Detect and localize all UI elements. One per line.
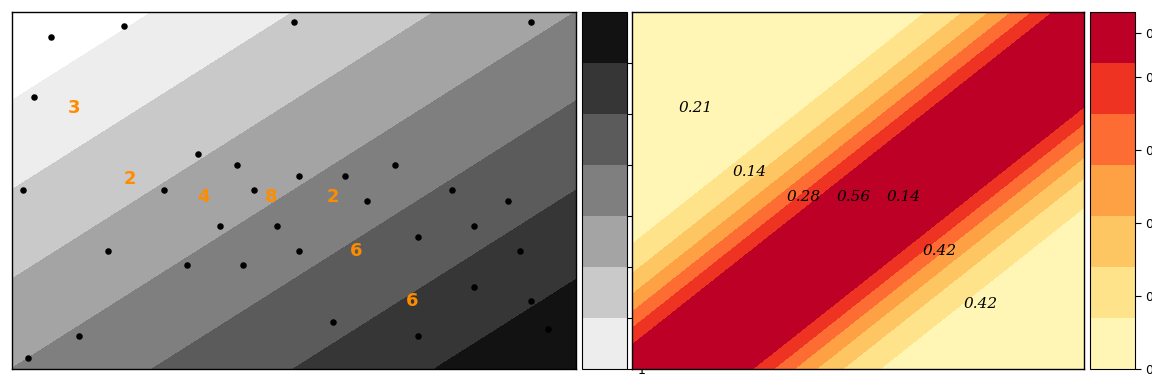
Point [465,283,484,290]
Text: 0.14: 0.14 [733,165,767,179]
Point [98,248,116,254]
Point [115,23,134,29]
Point [285,19,303,25]
Text: 2: 2 [123,170,136,189]
Point [290,173,309,179]
Point [20,355,38,361]
Point [522,19,540,25]
Point [442,187,461,193]
Text: 2: 2 [327,188,340,206]
Point [189,151,207,157]
Point [409,333,427,339]
Point [177,262,196,268]
Point [25,94,44,100]
Text: 6: 6 [350,242,362,260]
Text: 8: 8 [265,188,278,206]
Point [409,233,427,240]
Point [290,248,309,254]
Point [234,262,252,268]
Text: 0.21: 0.21 [679,101,713,115]
Text: 0.56: 0.56 [836,190,871,204]
Text: 0.28: 0.28 [787,190,821,204]
Point [510,248,529,254]
Text: 0.14: 0.14 [886,190,920,204]
Point [386,162,404,168]
Point [267,223,286,229]
Point [14,187,32,193]
Text: 0.42: 0.42 [963,297,998,311]
Point [228,162,247,168]
Point [539,326,558,333]
Point [522,298,540,304]
Text: 6: 6 [407,292,418,310]
Point [41,33,60,40]
Text: 3: 3 [67,99,79,117]
Point [211,223,229,229]
Point [245,187,264,193]
Point [324,319,342,325]
Point [499,198,517,204]
Point [335,173,354,179]
Point [70,333,89,339]
Text: 4: 4 [197,188,210,206]
Point [154,187,173,193]
Point [358,198,377,204]
Point [465,223,484,229]
Text: 0.42: 0.42 [923,244,956,258]
